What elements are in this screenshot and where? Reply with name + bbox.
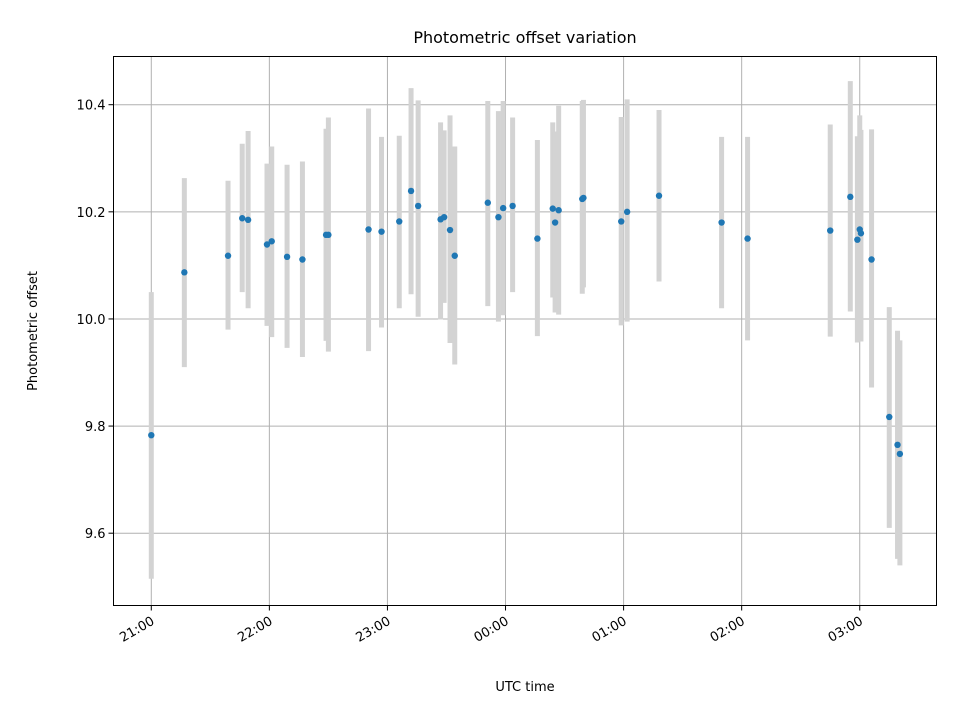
x-tick-label: 02:00 [708,614,748,646]
x-tick-label: 22:00 [235,614,275,646]
data-point [263,241,271,248]
data-point [451,252,458,259]
data-point [239,215,246,222]
data-point [618,218,625,225]
data-point [414,202,422,210]
x-tick-label: 03:00 [826,614,866,646]
grid [113,56,937,606]
data-point [407,187,415,195]
data-point [446,226,454,234]
data-point [744,235,751,242]
data-point [854,236,861,243]
data-point [396,218,403,225]
y-tick-label: 9.8 [85,420,106,435]
data-point [827,227,834,234]
x-tick-label: 21:00 [117,614,157,646]
data-point [148,431,155,439]
y-tick-label: 10.2 [77,206,106,221]
data-point [365,226,372,233]
data-point [896,450,904,458]
y-tick-label: 10.4 [77,99,106,114]
data-point [299,256,306,263]
data-point [655,192,663,199]
data-point [623,208,631,216]
data-point [886,413,893,421]
data-point [580,194,587,202]
y-tick-label: 10.0 [77,313,106,328]
data-point [495,213,502,221]
data-point [378,228,385,235]
x-tick-label: 23:00 [353,614,393,646]
x-tick-label: 00:00 [472,614,512,646]
y-axis-label: Photometric offset [26,271,41,391]
x-tick-label: 01:00 [590,614,630,646]
data-point [181,269,188,276]
data-point [268,238,275,245]
chart-title: Photometric offset variation [413,28,636,47]
data-point [868,256,875,263]
data-point [857,230,865,237]
data-point [718,219,725,226]
x-axis-label: UTC time [495,680,554,695]
data-point [224,252,232,259]
error-bars [148,81,903,579]
data-point [244,216,252,224]
data-point [484,199,492,206]
data-point [551,219,559,226]
data-point [847,193,854,201]
data-points [148,187,904,458]
data-point [325,231,332,239]
data-point [440,213,448,221]
data-point [509,202,516,210]
y-tick-label: 9.6 [85,527,106,542]
data-point [499,204,507,212]
data-point [894,441,901,449]
data-point [283,253,291,261]
data-point [555,207,562,214]
data-point [534,235,541,242]
plot-frame [113,56,937,606]
data-point [549,205,556,212]
